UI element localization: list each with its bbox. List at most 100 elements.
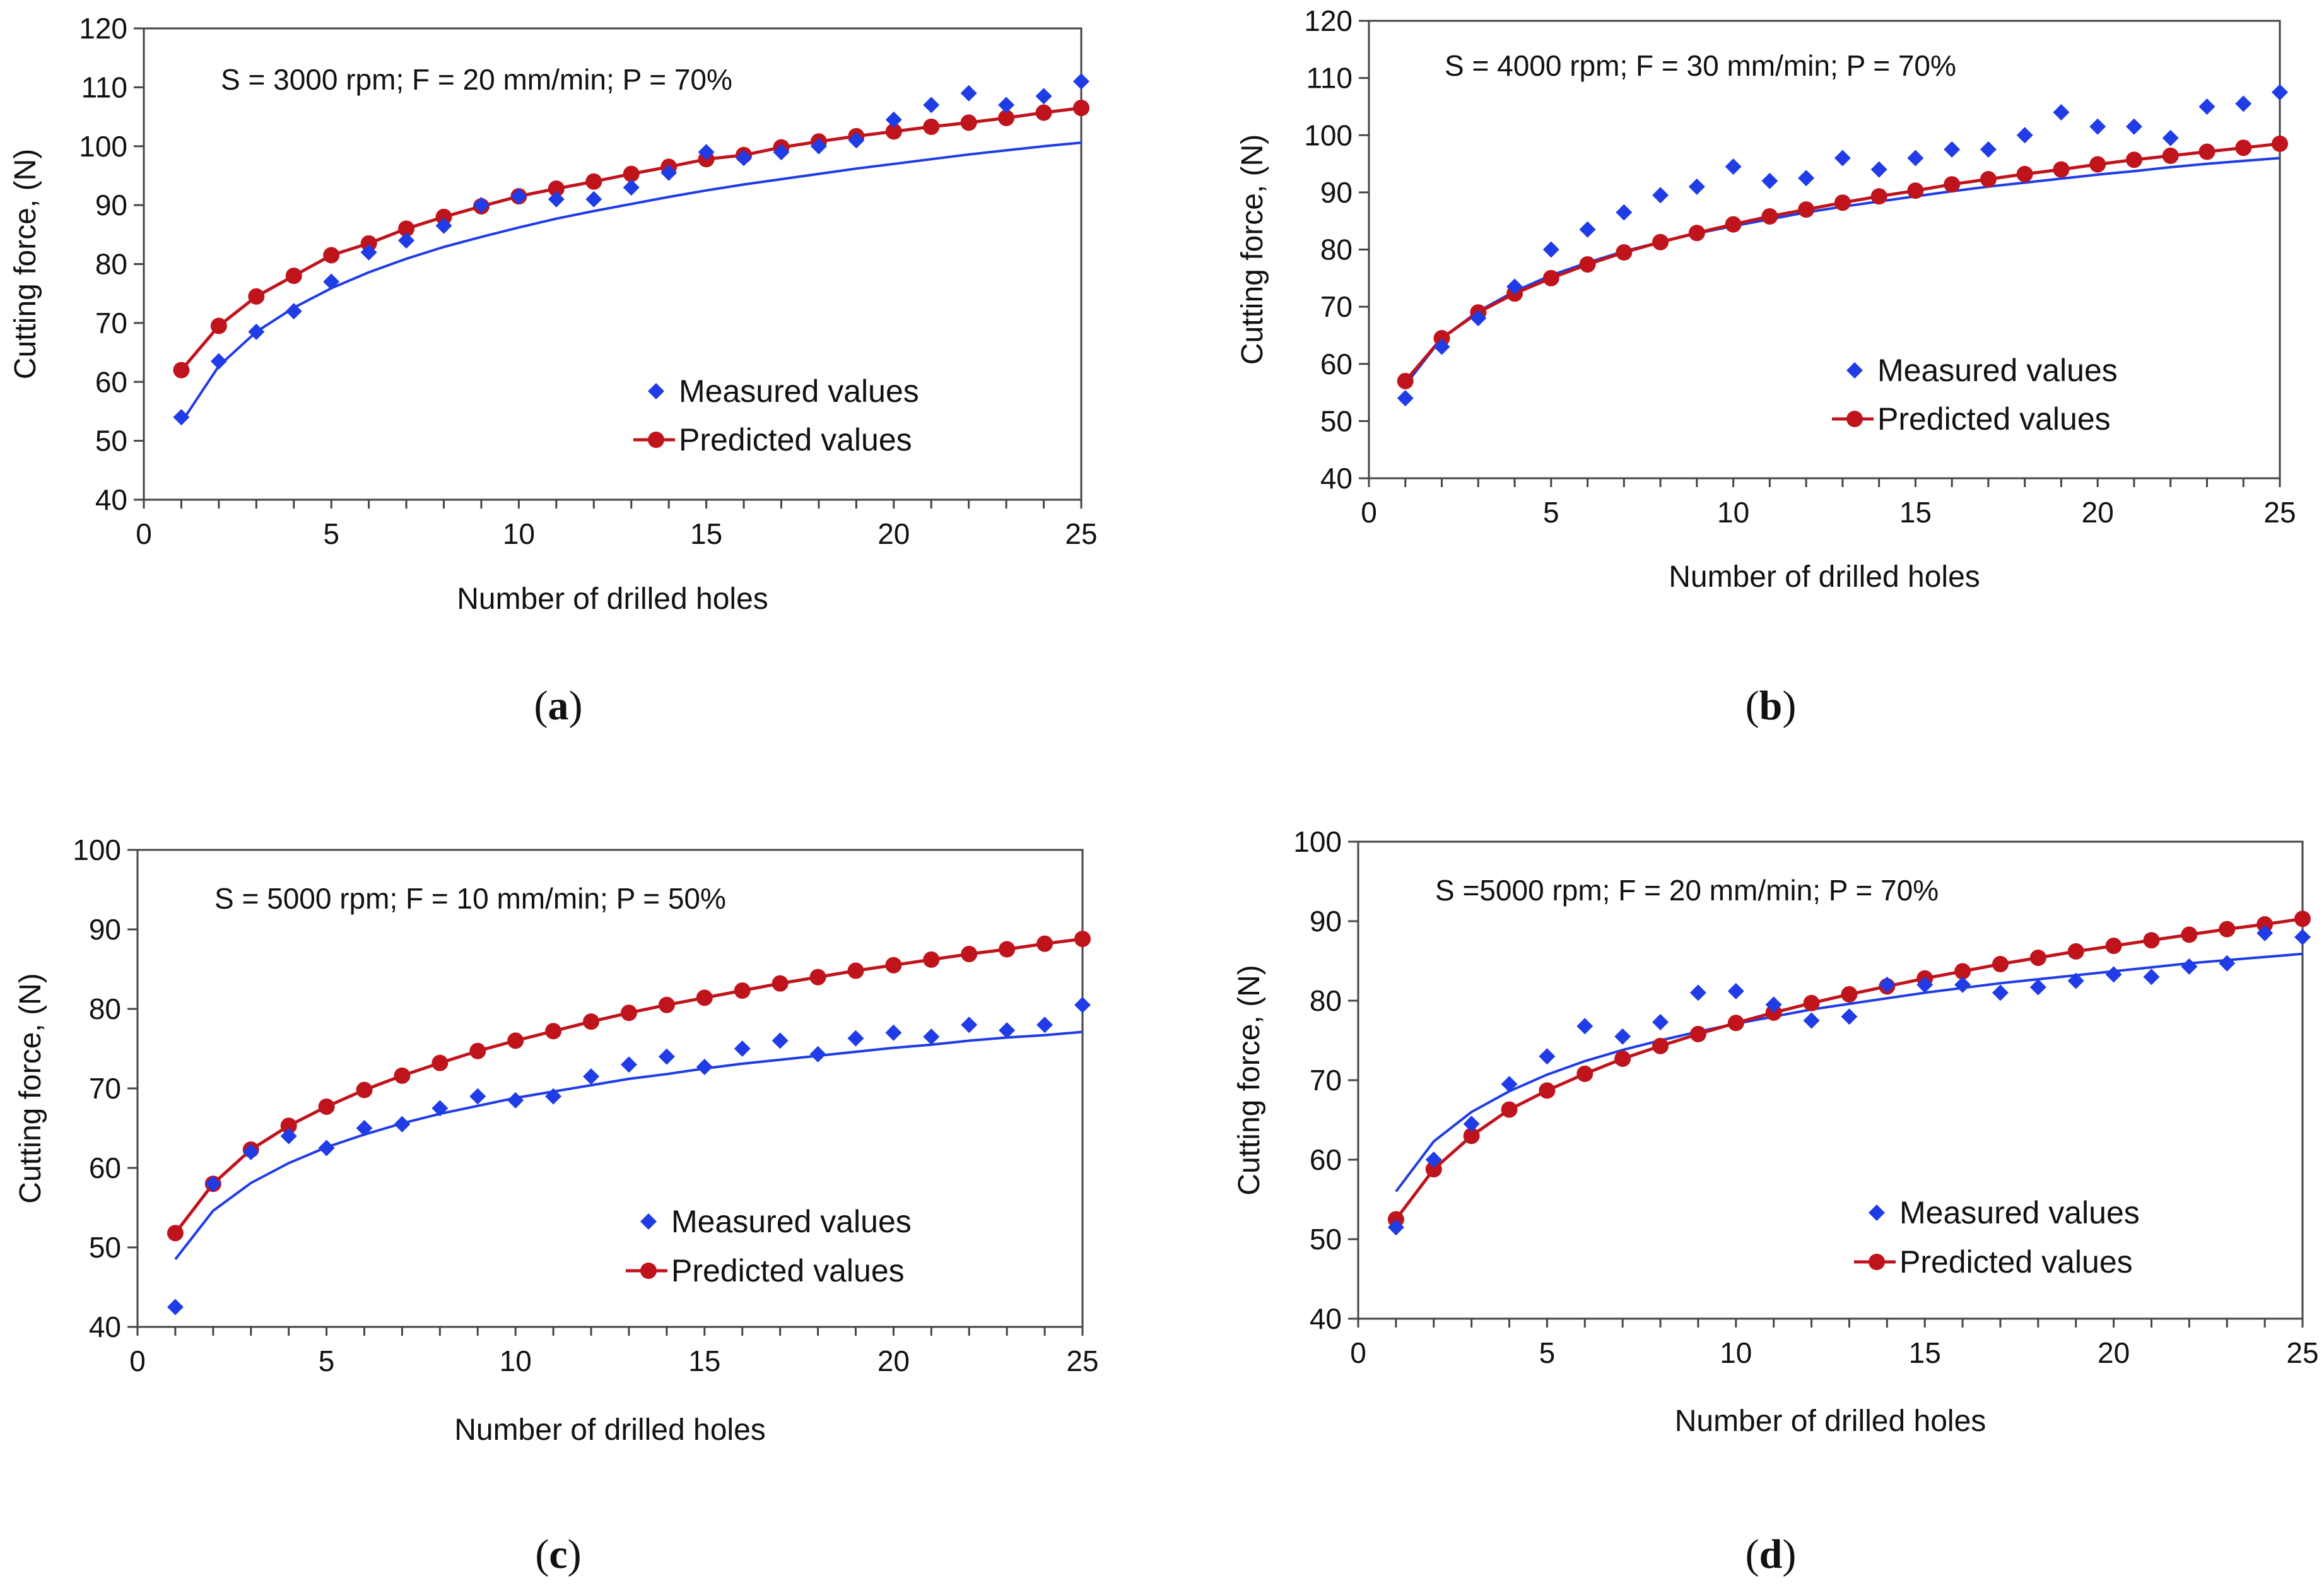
predicted-point (1542, 269, 1559, 286)
x-tick-label: 20 (877, 517, 910, 550)
legend-predicted-marker (1869, 1254, 1885, 1270)
y-axis-label: Cutting force, (N) (9, 149, 42, 379)
measured-point (2272, 84, 2288, 101)
predicted-point (1798, 201, 1815, 218)
predicted-point (1501, 1101, 1518, 1118)
predicted-point (323, 247, 340, 264)
caption-b: (b) (1746, 683, 1797, 729)
measured-point (847, 1030, 864, 1047)
predicted-point (1992, 956, 2009, 973)
y-tick-label: 120 (79, 12, 127, 45)
measured-point (1689, 984, 1706, 1001)
measured-point (1798, 170, 1815, 187)
predicted-point (285, 268, 302, 285)
predicted-point (2198, 143, 2215, 160)
measured-point (960, 85, 977, 102)
predicted-point (2125, 151, 2142, 168)
predicted-point (1652, 233, 1669, 250)
predicted-point (1689, 1025, 1706, 1042)
predicted-point (2162, 147, 2179, 164)
measured-point (1834, 150, 1851, 167)
predicted-point (1035, 104, 1052, 121)
x-tick-label: 20 (877, 1345, 910, 1377)
predicted-point (2181, 926, 2198, 943)
measured-point (696, 1058, 713, 1075)
measured-point (923, 97, 940, 114)
predicted-point (1980, 171, 1997, 188)
measured-point (848, 132, 865, 149)
measured-point (1470, 310, 1487, 327)
predicted-point (1907, 182, 1924, 199)
measured-point (1036, 1016, 1053, 1034)
measured-point (1652, 1014, 1669, 1031)
y-tick-label: 110 (1306, 62, 1353, 95)
predicted-point (960, 114, 977, 131)
measured-point (2016, 127, 2033, 144)
legend-measured-label: Measured values (671, 1204, 912, 1239)
predicted-point (1425, 1161, 1442, 1178)
x-tick-label: 0 (129, 1345, 146, 1377)
predicted-point (210, 317, 227, 334)
legend-predicted-label: Predicted values (1899, 1244, 2133, 1280)
x-tick-label: 15 (690, 517, 722, 550)
x-tick-label: 5 (1543, 496, 1559, 529)
x-tick-label: 25 (2263, 496, 2296, 529)
predicted-point (248, 288, 265, 305)
measured-point (2294, 929, 2311, 946)
measured-point (1501, 1076, 1518, 1093)
legend-measured-marker (648, 383, 664, 399)
x-tick-label: 15 (1909, 1336, 1941, 1369)
measured-point (1074, 996, 1091, 1013)
x-tick-label: 5 (1539, 1336, 1556, 1369)
predicted-point (280, 1117, 297, 1134)
measured-point (1539, 1048, 1556, 1065)
y-tick-label: 60 (1320, 348, 1353, 380)
predicted-point (809, 969, 826, 986)
x-tick-label: 10 (500, 1345, 532, 1377)
y-tick-label: 100 (1293, 825, 1342, 858)
measured-point (809, 1045, 826, 1063)
chart-panel-c: 40 50 60 70 80 90 100 0 5 10 15 20 25 Number of drill… (14, 833, 1099, 1447)
measured-point (1907, 150, 1924, 167)
y-tick-label: 50 (1310, 1223, 1342, 1256)
predicted-point (734, 982, 751, 999)
measured-point (248, 323, 265, 340)
measured-point (1954, 976, 1971, 993)
x-tick-label: 20 (2098, 1336, 2130, 1369)
legend-predicted-marker (648, 432, 664, 448)
legend-predicted-label: Predicted values (671, 1253, 905, 1288)
x-tick-label: 25 (2286, 1336, 2318, 1369)
condition-annotation: S =5000 rpm; F = 20 mm/min; P = 70% (1435, 874, 1939, 907)
y-tick-label: 40 (89, 1310, 121, 1343)
predicted-point (885, 957, 902, 974)
predicted-point (1579, 256, 1596, 273)
measured-point (998, 97, 1015, 114)
predicted-point (923, 118, 940, 135)
y-tick-label: 50 (89, 1231, 121, 1264)
y-tick-label: 40 (1310, 1302, 1342, 1335)
y-tick-label: 70 (1320, 290, 1353, 323)
y-tick-label: 40 (95, 483, 127, 516)
measured-point (885, 111, 902, 128)
predicted-point (167, 1225, 184, 1242)
measured-point (623, 179, 640, 196)
predicted-point (620, 1004, 637, 1022)
predicted-point (885, 123, 902, 140)
legend-measured-label: Measured values (679, 374, 919, 409)
measured-point (2029, 979, 2046, 996)
predicted-point (1397, 372, 1414, 389)
measured-point (2235, 95, 2252, 112)
predicted-point (623, 165, 640, 182)
predicted-point (658, 996, 675, 1013)
measured-point (620, 1056, 637, 1073)
x-tick-label: 10 (1720, 1336, 1752, 1369)
y-tick-label: 120 (1304, 4, 1353, 37)
predicted-point (318, 1098, 335, 1115)
measured-point (2181, 958, 2198, 975)
predicted-point (2143, 932, 2160, 949)
y-tick-label: 100 (73, 833, 121, 866)
predicted-point (1463, 1128, 1480, 1145)
legend-predicted-label: Predicted values (679, 422, 912, 457)
predicted-point (2089, 156, 2106, 173)
